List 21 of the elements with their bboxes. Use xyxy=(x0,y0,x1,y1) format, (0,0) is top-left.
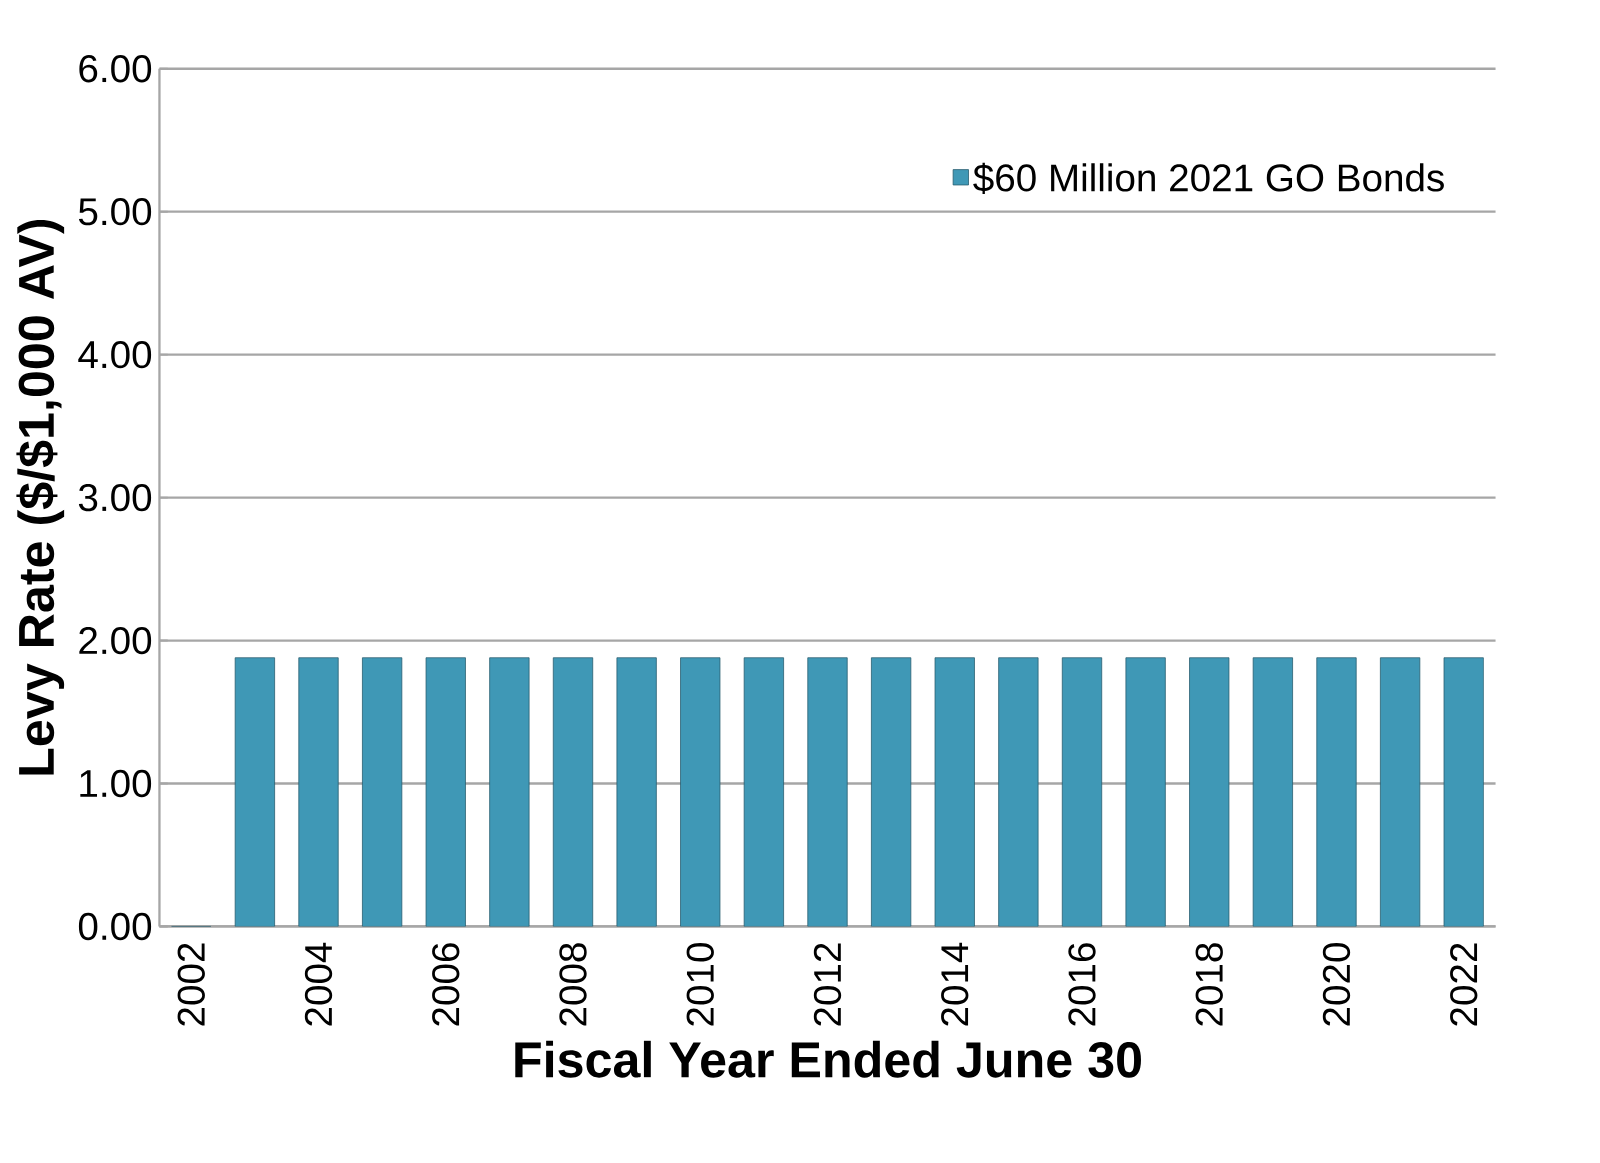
y-tick-label: 1.00 xyxy=(80,769,152,798)
x-tick-label: 2004 xyxy=(304,942,333,1026)
x-tick-label: 2012 xyxy=(813,943,842,1026)
y-tick-label: 0.00 xyxy=(78,912,152,941)
x-axis-title: Fiscal Year Ended June 30 xyxy=(515,1040,1141,1078)
x-tick-label: 2022 xyxy=(1450,943,1478,1026)
legend-label: $60 Million 2021 GO Bonds xyxy=(973,162,1444,194)
x-tick-label: 2014 xyxy=(941,942,969,1026)
y-tick-label: 6.00 xyxy=(79,55,152,83)
x-tick-label: 2020 xyxy=(1322,943,1351,1026)
x-tick-label: 2010 xyxy=(686,943,714,1026)
x-tick-label: 2018 xyxy=(1195,943,1223,1026)
y-axis-title: Levy Rate ($/$1,000 AV) xyxy=(16,219,65,775)
y-tick-label: 4.00 xyxy=(78,341,152,369)
y-tick-label: 3.00 xyxy=(78,483,152,512)
x-tick-label: 2008 xyxy=(559,943,587,1026)
x-tick-label: 2006 xyxy=(432,943,460,1026)
y-tick-label: 2.00 xyxy=(79,626,152,655)
x-tick-label: 2002 xyxy=(177,943,205,1026)
y-tick-label: 5.00 xyxy=(78,198,152,226)
x-tick-label: 2016 xyxy=(1068,943,1096,1026)
